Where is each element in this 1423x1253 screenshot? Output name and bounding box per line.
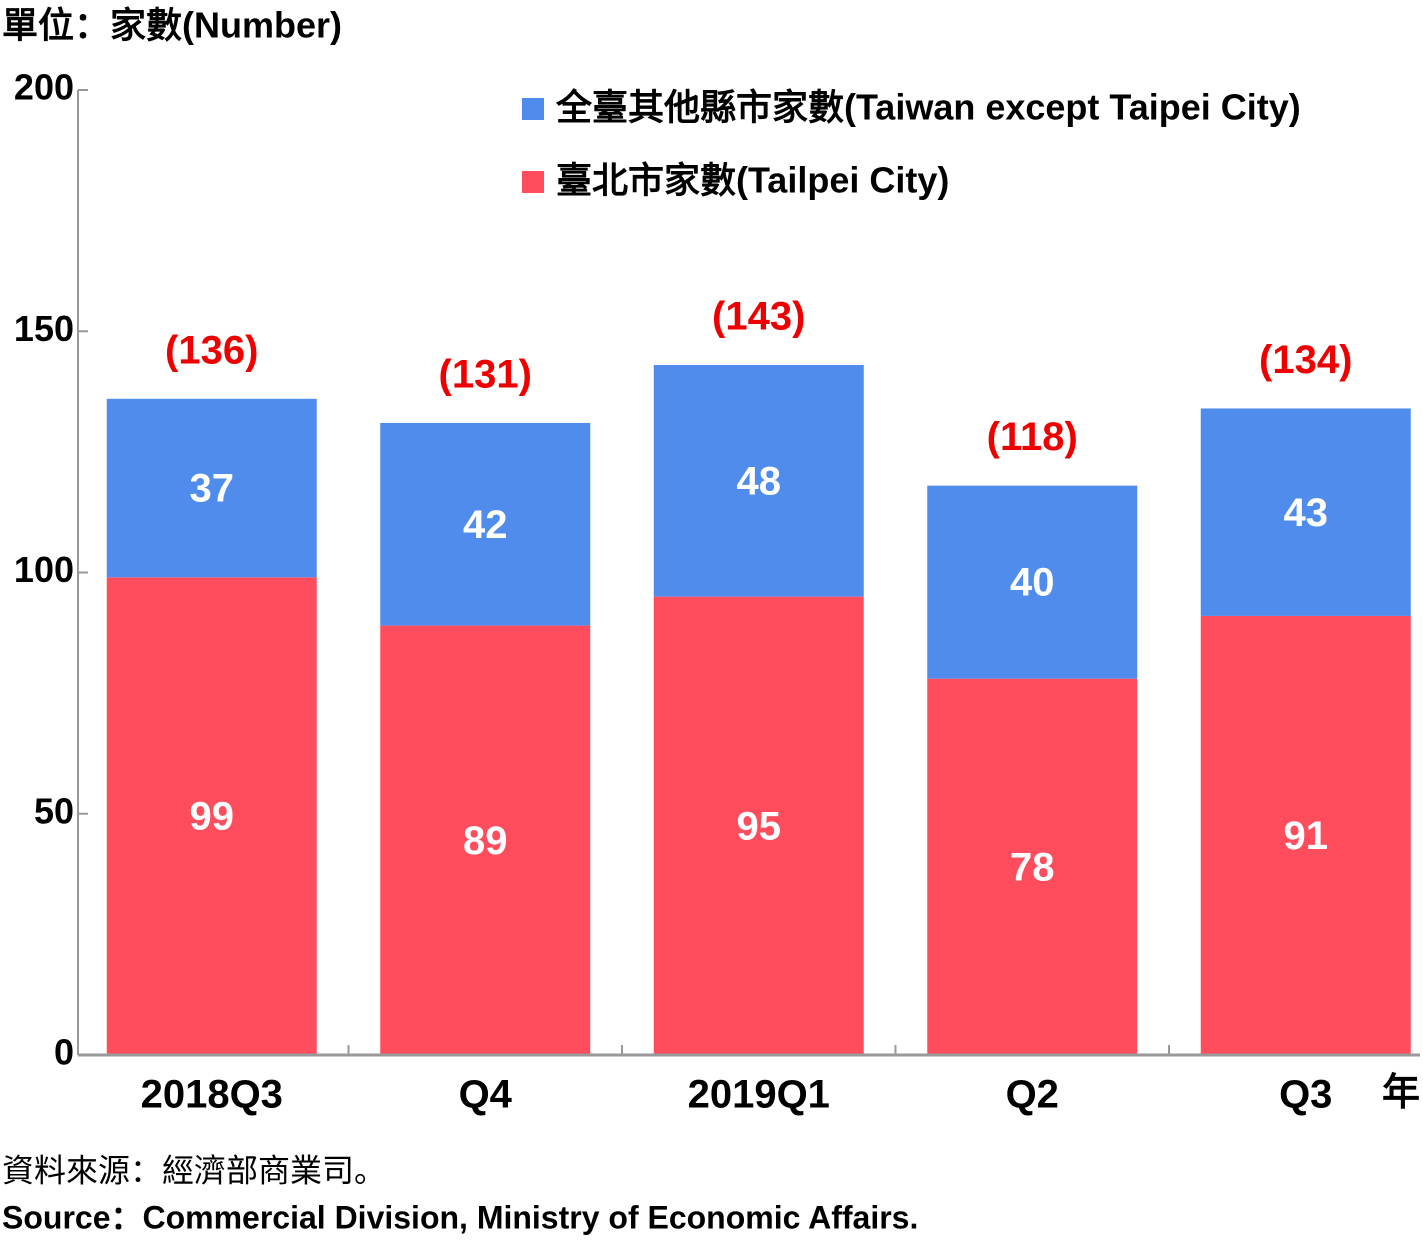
value-label: 78 (1010, 845, 1055, 889)
value-label: 37 (190, 467, 235, 511)
y-tick-label: 50 (34, 790, 74, 831)
legend-swatch (522, 171, 544, 193)
total-label: (118) (987, 415, 1078, 459)
bar-segment (927, 485, 1138, 679)
x-tick-label: Q4 (459, 1073, 513, 1117)
value-label: 43 (1284, 491, 1329, 535)
bar-segment (1200, 615, 1411, 1055)
bar-segment (653, 596, 864, 1055)
source-en: Source：Commercial Division, Ministry of … (2, 1199, 918, 1235)
bar-segment (380, 422, 591, 626)
bar-segment (1200, 408, 1411, 616)
value-label: 40 (1010, 561, 1055, 605)
source-zh: 資料來源：經濟部商業司。 (2, 1152, 386, 1188)
value-label: 48 (737, 459, 782, 503)
y-tick-label: 150 (14, 308, 74, 349)
unit-label: 單位：家數(Number) (2, 5, 342, 46)
bar-segment (653, 365, 864, 597)
x-unit: 年 (1382, 1072, 1420, 1114)
x-tick-label: 2019Q1 (688, 1073, 830, 1117)
legend-label: 全臺其他縣市家數(Taiwan except Taipei City) (555, 87, 1301, 128)
bar-segment (927, 678, 1138, 1055)
legend-swatch (522, 98, 544, 120)
x-tick-label: Q2 (1006, 1073, 1059, 1117)
value-label: 99 (190, 795, 235, 839)
y-tick-label: 0 (54, 1032, 74, 1073)
bar-segment (380, 625, 591, 1055)
total-label: (143) (712, 295, 805, 339)
total-label: (136) (165, 328, 258, 372)
total-label: (131) (439, 352, 532, 396)
total-label: (134) (1259, 338, 1352, 382)
bar-segment (106, 577, 317, 1055)
value-label: 42 (463, 503, 508, 547)
x-tick-label: Q3 (1279, 1073, 1332, 1117)
value-label: 89 (463, 819, 508, 863)
x-tick-label: 2018Q3 (141, 1073, 283, 1117)
bar-segment (106, 398, 317, 578)
y-tick-label: 200 (14, 67, 74, 108)
y-tick-label: 100 (14, 549, 74, 590)
value-label: 95 (737, 804, 782, 848)
legend-label: 臺北市家數(Tailpei City) (556, 160, 949, 201)
value-label: 91 (1284, 814, 1329, 858)
